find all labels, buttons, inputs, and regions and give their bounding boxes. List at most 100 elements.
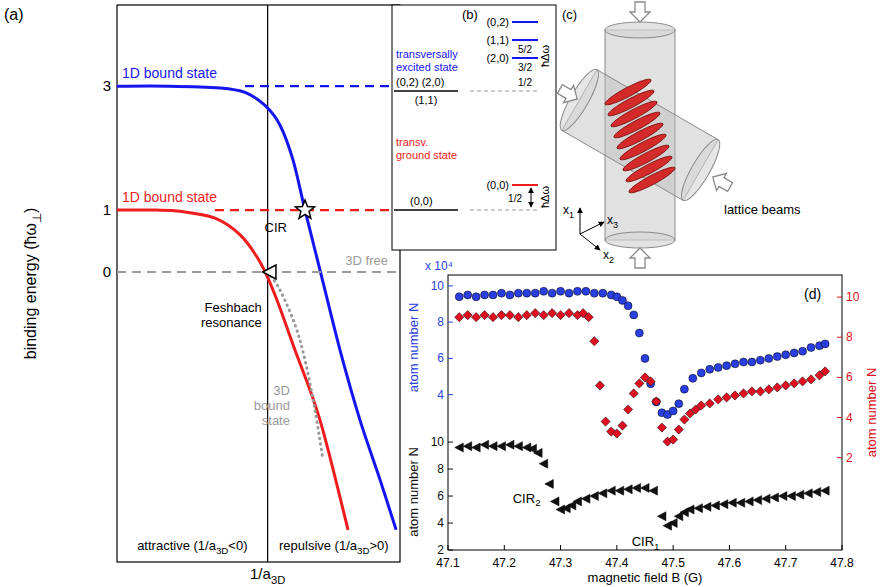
text-part: 3: [613, 220, 618, 230]
text-line: ground state: [396, 149, 457, 161]
panel-letter: (c): [562, 7, 577, 22]
cylinder-end: [605, 232, 675, 248]
level-offset: 1/2: [518, 77, 532, 88]
data-point: [652, 397, 661, 406]
data-point: [539, 311, 548, 320]
data-point: [756, 387, 765, 396]
data-point: [641, 354, 649, 362]
data-point: [590, 492, 599, 501]
data-point: [770, 493, 779, 502]
data-point: [753, 496, 762, 505]
text-part: ): [22, 208, 39, 213]
data-point: [573, 497, 582, 506]
y-tick: [448, 442, 453, 443]
beam-arrow: [555, 80, 582, 107]
data-point: [689, 374, 697, 382]
data-point: [488, 313, 497, 322]
data-point: [539, 459, 548, 468]
data-point: [472, 443, 481, 452]
data-point: [601, 417, 610, 426]
data-point: [556, 505, 565, 514]
x-tick: [560, 545, 561, 550]
axis-multiplier: x 10⁴: [425, 259, 453, 273]
data-point: [624, 485, 633, 494]
annotation: CIR: [265, 220, 287, 235]
atom-tube: [627, 164, 677, 196]
data-point: [514, 289, 522, 297]
y-tick-label: 10: [431, 279, 445, 293]
text-part: magnetic field B (G): [588, 570, 703, 585]
y-tick-label: 10: [431, 435, 445, 449]
data-point: [534, 448, 543, 457]
annotation-marker: [296, 200, 315, 218]
text-part: 1/2: [518, 77, 532, 88]
data-point: [646, 377, 655, 386]
text-part: 47.4: [605, 556, 629, 570]
data-point: [581, 494, 590, 503]
text-part: 1: [654, 541, 659, 552]
data-point: [748, 358, 756, 366]
data-point: [680, 385, 688, 393]
data-point: [455, 293, 463, 301]
panel-letter: (a): [4, 6, 24, 23]
x-tick-label: 47.6: [718, 556, 742, 570]
data-point: [489, 442, 498, 451]
data-point: [747, 387, 756, 396]
y-tick: [837, 297, 842, 298]
y-tick-label: 8: [846, 330, 853, 344]
text-part: 1/a: [250, 565, 272, 582]
text-line: 1D bound state: [122, 65, 217, 81]
axis-arrow: [580, 234, 600, 250]
data-point: [497, 289, 505, 297]
beam-arrow: [708, 168, 735, 195]
text-part: 5/2: [518, 44, 532, 55]
panel-letter: (d): [804, 286, 821, 302]
y-tick-label: 4: [437, 388, 444, 402]
panel-letter: (b): [462, 7, 478, 22]
text-part: 47.2: [493, 556, 517, 570]
data-point: [523, 289, 531, 297]
data-point: [522, 443, 531, 452]
data-point: [778, 492, 787, 501]
data-point: [612, 429, 621, 438]
level-label: (1,1): [486, 34, 509, 46]
region-label: attractive (1/a3D<0): [137, 538, 247, 556]
data-point: [464, 291, 472, 299]
text-line: excited state: [396, 61, 458, 73]
text-part: 8: [846, 330, 853, 344]
y-tick: [448, 469, 453, 470]
data-point: [728, 498, 737, 507]
x-tick-label: 47.2: [493, 556, 517, 570]
data-point: [497, 442, 506, 451]
data-point: [669, 435, 678, 444]
data-point: [599, 289, 607, 297]
beam-cylinder: [605, 30, 675, 240]
text-part: 47.5: [661, 556, 685, 570]
annotation: CIR1: [632, 534, 660, 552]
data-point: [556, 311, 565, 320]
text-part: atom number N: [406, 447, 421, 537]
text-line: 1D bound state: [122, 189, 217, 205]
data-point: [632, 483, 641, 492]
data-point: [582, 287, 590, 295]
data-point: [618, 421, 627, 430]
text-part: (0,2): [486, 16, 509, 28]
level: [512, 184, 538, 186]
data-point: [706, 365, 714, 373]
axis-title: magnetic field B (G): [588, 570, 703, 585]
data-point: [773, 383, 782, 392]
data-point: [762, 494, 771, 503]
data-point: [531, 289, 539, 297]
text-part: (1,1): [486, 34, 509, 46]
level: [512, 21, 538, 23]
level-label: (1,1): [415, 94, 438, 106]
text-part: 47.8: [830, 556, 854, 570]
y-tick-label: 2: [846, 451, 853, 465]
text-line: transv.: [396, 136, 428, 148]
axis-title: atom number N: [406, 303, 421, 393]
series-label: 1D bound state: [122, 189, 217, 205]
data-point: [669, 407, 677, 415]
y-tick: [837, 377, 842, 378]
cylinder-end: [605, 22, 675, 38]
text-part: 47.7: [774, 556, 798, 570]
